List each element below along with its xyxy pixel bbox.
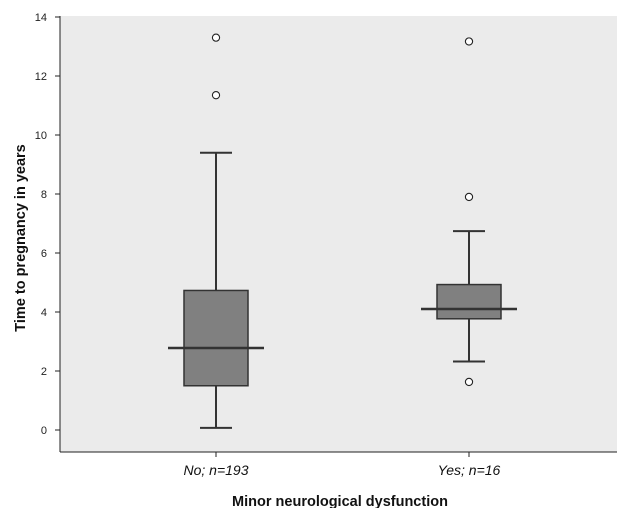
outlier-point (464, 37, 474, 46)
y-tick-label: 4 (41, 307, 47, 319)
box-group (168, 33, 264, 429)
iqr-box (436, 283, 502, 320)
y-tick-label: 12 (35, 71, 47, 83)
box-group (421, 37, 517, 387)
y-tick-label: 8 (41, 189, 47, 201)
y-axis-title: Time to pregnancy in years (13, 144, 29, 332)
x-category-label: Yes; n=16 (438, 462, 501, 478)
y-tick-label: 10 (35, 130, 47, 142)
iqr-box (183, 289, 249, 387)
outlier-point (464, 377, 474, 387)
x-axis-title: Minor neurological dysfunction (232, 494, 448, 508)
y-tick-label: 2 (41, 366, 47, 378)
outlier-point (211, 33, 221, 42)
plot-area (60, 16, 617, 452)
y-tick-label: 14 (35, 12, 47, 24)
outlier-point (211, 91, 221, 100)
y-tick-label: 0 (41, 425, 47, 437)
outlier-point (464, 192, 474, 202)
y-tick-label: 6 (41, 248, 47, 260)
x-category-label: No; n=193 (184, 462, 249, 478)
